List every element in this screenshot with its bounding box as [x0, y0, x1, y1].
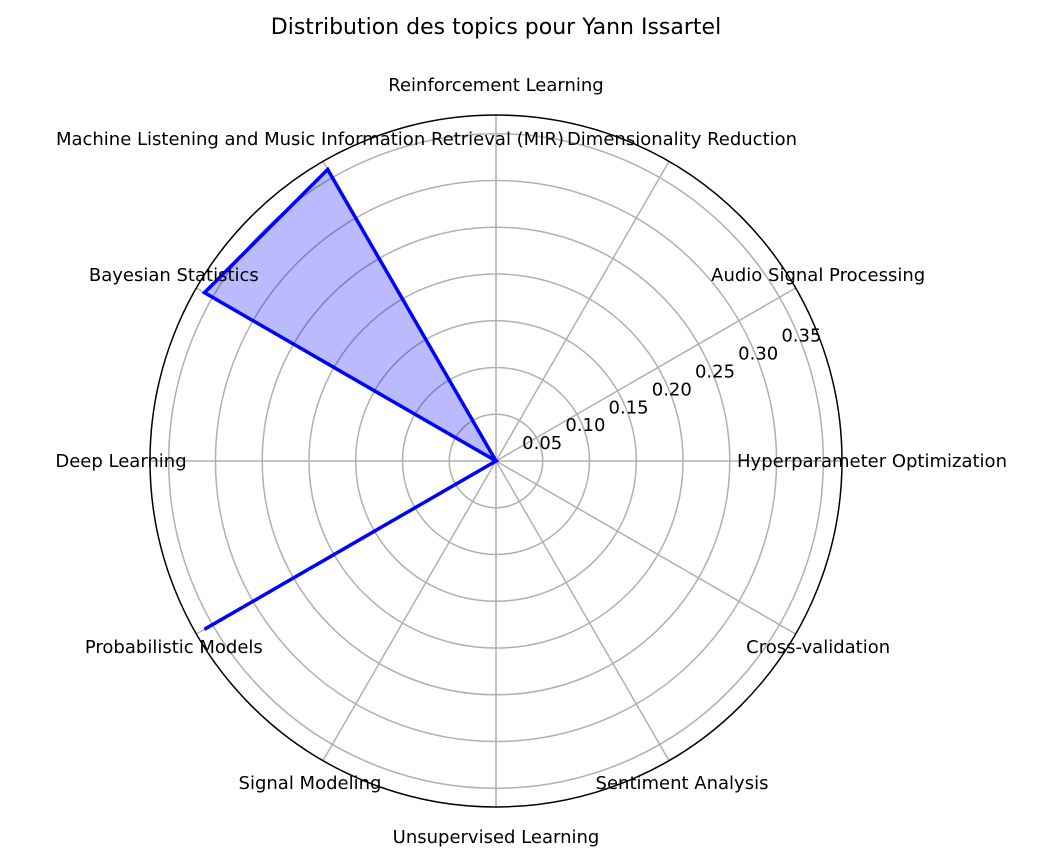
grid-spoke: [495, 160, 670, 462]
radial-tick-label: 0.10: [565, 415, 605, 436]
category-label: Hyperparameter Optimization: [737, 451, 1007, 472]
grid-spoke: [495, 287, 797, 462]
radial-tick-label: 0.35: [781, 326, 821, 347]
radial-tick-label: 0.25: [695, 362, 735, 383]
radial-tick-label: 0.30: [738, 344, 778, 365]
category-labels: Hyperparameter Optimization Audio Signal …: [55, 75, 1007, 848]
category-label: Machine Listening and Music Information …: [56, 129, 564, 150]
category-label: Probabilistic Models: [85, 637, 263, 658]
category-label: Bayesian Statistics: [89, 265, 259, 286]
category-label: Signal Modeling: [239, 773, 382, 794]
radial-tick-label: 0.15: [609, 397, 649, 418]
radial-tick-label: 0.20: [652, 379, 692, 400]
series-line: [201, 166, 500, 631]
radial-tick-labels: 0.050.100.150.200.250.300.35: [522, 326, 821, 454]
radial-tick-label: 0.05: [522, 433, 562, 454]
grid-spoke: [495, 460, 670, 762]
category-label: Sentiment Analysis: [596, 773, 769, 794]
category-label: Reinforcement Learning: [388, 75, 603, 96]
chart-title: Distribution des topics pour Yann Issart…: [271, 15, 721, 40]
category-label: Unsupervised Learning: [393, 827, 600, 848]
grid-spoke: [495, 460, 797, 635]
category-label: Deep Learning: [55, 451, 186, 472]
category-label: Audio Signal Processing: [711, 265, 925, 286]
category-label: Dimensionality Reduction: [567, 129, 797, 150]
grid-spoke: [322, 460, 497, 762]
series-area: [204, 169, 496, 630]
data-series: [201, 166, 500, 631]
category-label: Cross-validation: [746, 637, 890, 658]
polar-frame: [149, 114, 843, 808]
